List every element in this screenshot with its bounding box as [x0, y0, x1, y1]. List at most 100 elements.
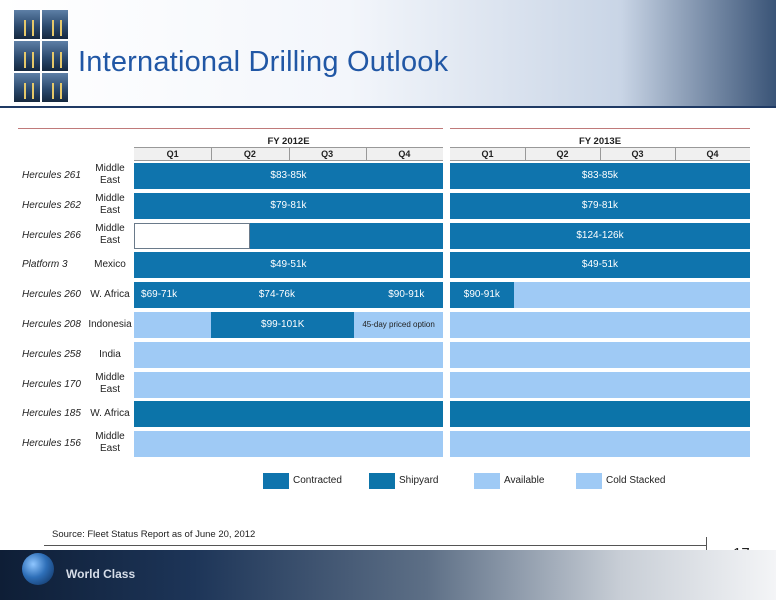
legend-label: Cold Stacked	[606, 475, 666, 486]
rig-photo	[42, 41, 68, 71]
rig-location: Middle East	[95, 431, 125, 455]
schedule-bar-contracted	[450, 192, 750, 219]
period-rule	[450, 128, 750, 129]
schedule-bar-available	[134, 341, 443, 368]
rig-location: India	[99, 348, 121, 360]
legend-label: Contracted	[293, 475, 342, 486]
schedule-bar-available	[450, 312, 750, 338]
legend-swatch	[369, 473, 395, 489]
period-label: FY 2013E	[578, 136, 622, 147]
rig-location: Mexico	[94, 259, 126, 271]
rig-photo	[14, 72, 40, 102]
schedule-bar-blank	[134, 222, 250, 249]
rig-photo-collage	[14, 10, 68, 102]
schedule-bar-contracted	[369, 282, 443, 309]
footer-rule	[44, 545, 706, 546]
schedule-bar-contracted	[134, 282, 185, 309]
rig-name: Hercules 208	[22, 319, 81, 330]
period-rule	[18, 128, 443, 129]
rig-name: Platform 3	[22, 259, 68, 271]
schedule-bar-available	[450, 341, 750, 368]
rig-name: Hercules 156	[22, 438, 81, 450]
rig-photo	[14, 41, 40, 71]
schedule-bar-contracted	[450, 222, 750, 249]
rig-name: Hercules 266	[22, 229, 81, 241]
rig-name: Hercules 261	[22, 170, 81, 181]
quarter-header: Q1 Q2 Q3 Q4	[134, 147, 443, 161]
rate-label: $79-81k	[581, 199, 619, 211]
rig-location: Middle East	[95, 192, 125, 216]
schedule-bar-available	[354, 312, 443, 338]
header-rule	[0, 106, 776, 108]
schedule-bar-available	[134, 371, 443, 398]
rate-label: $49-51k	[270, 259, 307, 271]
rate-label: $90-91k	[388, 289, 425, 301]
quarter-label: Q3	[321, 149, 334, 159]
schedule-bar-contracted	[450, 252, 750, 279]
legend-label: Shipyard	[399, 475, 439, 486]
schedule-bar-contracted	[134, 192, 443, 219]
rig-location: Middle East	[95, 163, 125, 186]
schedule-bar-contracted	[450, 163, 750, 189]
quarter-divider	[525, 148, 526, 160]
footer-band	[0, 550, 776, 600]
rig-location: W. Africa	[90, 289, 130, 301]
legend-swatch	[576, 473, 602, 489]
rig-name: Hercules 170	[22, 378, 81, 390]
quarter-label: Q4	[706, 149, 719, 159]
schedule-bar-contracted	[184, 282, 370, 309]
schedule-bar-available	[134, 431, 443, 458]
schedule-bar-available	[513, 282, 750, 309]
schedule-bar-shipyard	[134, 401, 443, 428]
rate-label: $99-101K	[261, 319, 305, 330]
header-banner	[0, 0, 776, 108]
quarter-label: Q2	[243, 149, 256, 159]
quarter-divider	[365, 148, 367, 160]
quarter-label: Q4	[398, 149, 411, 159]
rig-location: Middle East	[95, 371, 125, 395]
schedule-bar-contracted	[134, 163, 443, 189]
quarter-divider	[600, 148, 601, 160]
rig-photo	[42, 10, 68, 40]
quarter-label: Q3	[631, 149, 644, 159]
rate-label: $83-85k	[270, 170, 307, 181]
rig-name: Hercules 262	[22, 199, 81, 211]
rate-label: $124-126k	[576, 229, 624, 241]
schedule-bar-available	[134, 312, 212, 338]
globe-icon	[22, 553, 54, 585]
rate-label: $49-51k	[581, 259, 619, 271]
rate-label: $83-85k	[581, 170, 619, 181]
quarter-divider	[675, 148, 676, 160]
source-note: Source: Fleet Status Report as of June 2…	[52, 529, 256, 540]
schedule-bar-contracted	[134, 252, 443, 279]
rate-label: $69-71k	[141, 289, 178, 301]
legend-label: Available	[504, 475, 545, 486]
quarter-divider	[288, 148, 290, 160]
rate-label: $90-91k	[463, 289, 500, 301]
footer-rule-tick	[706, 537, 707, 553]
schedule-bar-contracted	[211, 312, 355, 338]
quarter-label: Q1	[166, 149, 179, 159]
slide-title: International Drilling Outlook	[78, 46, 449, 78]
legend-swatch	[474, 473, 500, 489]
rig-photo	[14, 10, 40, 40]
legend-swatch	[263, 473, 289, 489]
rig-name: Hercules 260	[22, 289, 81, 301]
rig-location: W. Africa	[90, 408, 130, 420]
quarter-divider	[211, 148, 213, 160]
period-label: FY 2012E	[267, 136, 310, 147]
rig-photo	[42, 72, 68, 102]
rig-location: Indonesia	[88, 319, 132, 330]
schedule-bar-available	[450, 431, 750, 458]
quarter-label: Q1	[481, 149, 494, 159]
rate-label: $74-76k	[258, 289, 295, 301]
rate-label: $79-81k	[270, 199, 307, 211]
schedule-bar-shipyard	[450, 401, 750, 428]
rate-label: 45-day priced option	[362, 320, 435, 329]
schedule-bar-available	[450, 371, 750, 398]
footer-brand: World Class	[66, 567, 136, 581]
rig-name: Hercules 258	[22, 348, 81, 360]
quarter-header: Q1 Q2 Q3 Q4	[450, 147, 750, 161]
rig-name: Hercules 185	[22, 408, 81, 420]
schedule-bar-contracted	[249, 222, 443, 249]
